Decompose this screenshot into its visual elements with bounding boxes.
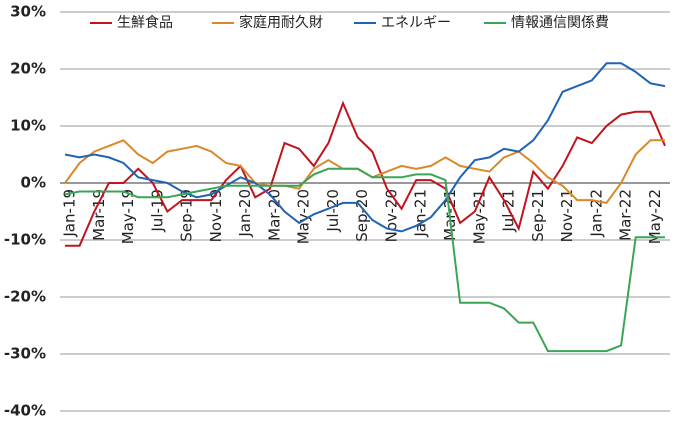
series-line bbox=[65, 100, 666, 247]
x-tick-label: Nov-19 bbox=[207, 189, 225, 242]
x-tick-label: May-19 bbox=[119, 189, 137, 244]
y-tick-label: 30% bbox=[10, 3, 46, 21]
legend-bg bbox=[350, 14, 480, 32]
x-tick-label: Jan-22 bbox=[587, 189, 605, 238]
x-tick-label: Mar-19 bbox=[90, 189, 108, 241]
x-tick-label: Jul-19 bbox=[148, 189, 166, 233]
x-tick-label: Nov-20 bbox=[382, 189, 400, 242]
y-tick-label: 0% bbox=[21, 174, 46, 192]
y-tick-label: -20% bbox=[4, 288, 46, 306]
legend-label: エネルギー bbox=[381, 15, 451, 31]
x-tick-label: Sep-19 bbox=[178, 189, 196, 242]
x-tick-label: Mar-20 bbox=[265, 189, 283, 241]
x-tick-label: Nov-21 bbox=[558, 189, 576, 242]
x-tick-label: May-22 bbox=[646, 189, 664, 244]
y-tick-label: -10% bbox=[4, 231, 46, 249]
y-tick-label: -30% bbox=[4, 345, 46, 363]
series-line bbox=[64, 62, 666, 233]
y-tick-label: 10% bbox=[10, 117, 46, 135]
legend-label: 情報通信関係費 bbox=[511, 15, 609, 31]
series-line bbox=[64, 167, 665, 353]
y-tick-label: -40% bbox=[4, 402, 46, 420]
x-tick-label: Jan-19 bbox=[61, 189, 79, 238]
x-tick-label: May-21 bbox=[470, 189, 488, 244]
y-tick-label: 20% bbox=[10, 60, 46, 78]
x-tick-label: Jul-20 bbox=[324, 189, 342, 233]
x-tick-label: May-20 bbox=[295, 189, 313, 244]
legend-bg bbox=[208, 14, 338, 32]
legend-label: 家庭用耐久財 bbox=[239, 14, 323, 31]
x-tick-label: Sep-21 bbox=[529, 189, 547, 242]
legend-bg bbox=[86, 14, 216, 32]
legend-bg bbox=[480, 14, 650, 32]
legend-label: 生鮮食品 bbox=[117, 14, 173, 31]
x-tick-label: Mar-22 bbox=[617, 189, 635, 241]
x-tick-label: Jan-21 bbox=[412, 189, 430, 238]
x-tick-label: Jan-20 bbox=[236, 189, 254, 238]
